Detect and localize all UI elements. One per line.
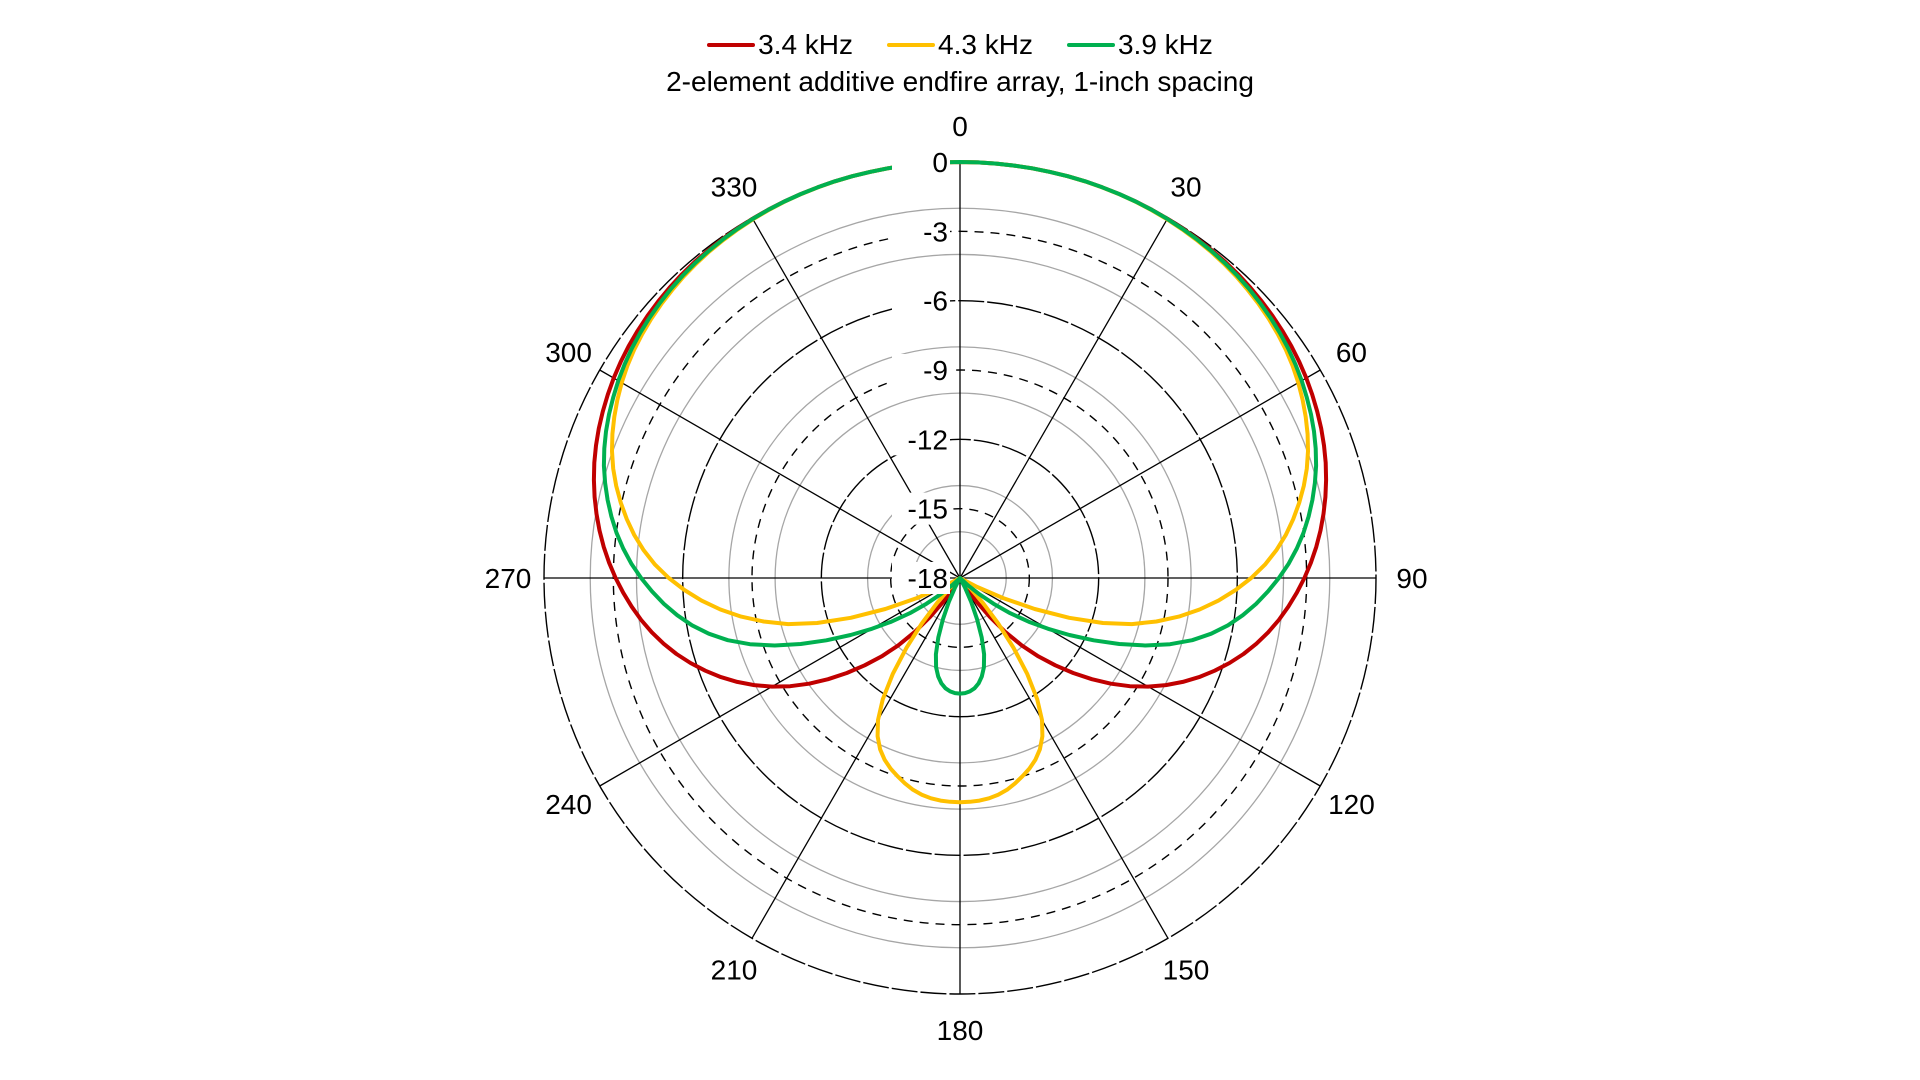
spoke-line [959, 217, 1169, 579]
radial-label-bg [892, 146, 950, 178]
series-curve-3-9-kHz [601, 160, 1319, 696]
spoke-line [959, 577, 1169, 939]
chart-legend: 3.4 kHz 4.3 kHz 3.9 kHz [0, 24, 1920, 66]
spoke-line [959, 369, 1321, 579]
angular-tick-label: 0 [952, 111, 968, 142]
angular-tick-label: 90 [1396, 563, 1427, 594]
legend-swatch-yellow [887, 43, 936, 47]
legend-item-series-2: 3.9 kHz [1066, 24, 1213, 66]
angular-tick-label: 120 [1328, 789, 1375, 820]
angular-tick-label: 210 [711, 954, 758, 985]
legend-label: 3.4 kHz [758, 29, 854, 60]
angular-tick-label: 180 [937, 1015, 984, 1046]
legend-item-series-1: 4.3 kHz [887, 24, 1033, 66]
spoke-line [599, 369, 961, 579]
radial-tick-labels: 0 -3 -6 -9 -12 -15 -18 [892, 146, 950, 594]
radial-label-bg [892, 423, 950, 456]
legend-item-series-0: 3.4 kHz [707, 24, 853, 66]
legend-label: 4.3 kHz [938, 29, 1033, 60]
legend-swatch-green [1066, 43, 1115, 47]
angular-tick-label: 30 [1170, 172, 1201, 203]
radial-label-bg [892, 284, 950, 317]
angular-tick-label: 300 [545, 337, 592, 368]
angular-tick-labels: 0 30 60 90 120 150 180 210 240 270 300 330 [485, 111, 1428, 1046]
chart-title: 2-element additive endfire array, 1-inch… [666, 66, 1254, 97]
legend-swatch-red [707, 43, 756, 47]
series-curve-4-3-kHz [610, 160, 1310, 805]
radial-label-bg [892, 354, 950, 386]
legend-label: 3.9 kHz [1117, 29, 1213, 60]
radial-tick-label: -9 [923, 355, 948, 386]
data-series [591, 160, 1329, 805]
radial-tick-label: -3 [923, 216, 948, 247]
angular-tick-label: 60 [1336, 337, 1367, 368]
radial-tick-label: -18 [908, 563, 948, 594]
angular-tick-label: 240 [545, 789, 592, 820]
spoke-line [959, 577, 1321, 787]
radial-tick-label: -6 [923, 286, 948, 317]
spoke-line [751, 577, 961, 939]
angular-tick-label: 270 [485, 563, 532, 594]
angular-tick-label: 150 [1163, 954, 1210, 985]
radial-tick-label: 0 [932, 147, 948, 178]
radial-label-bg [892, 562, 950, 594]
radial-tick-label: -15 [908, 494, 948, 525]
radial-label-bg [892, 215, 950, 248]
radial-tick-label: -12 [908, 424, 948, 455]
spoke-line [599, 577, 961, 787]
angular-tick-label: 330 [711, 172, 758, 203]
angular-grid [544, 162, 1376, 994]
radial-label-bg [892, 492, 950, 525]
